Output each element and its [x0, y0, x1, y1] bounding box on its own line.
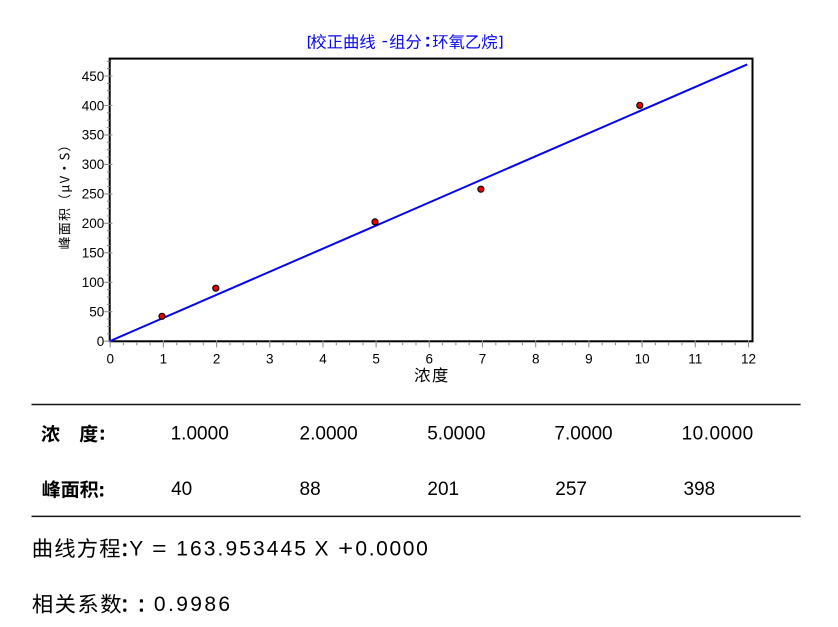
svg-text:163.953445: 163.953445: [176, 538, 306, 561]
svg-text:50: 50: [89, 305, 104, 320]
svg-text:11: 11: [688, 351, 702, 366]
svg-text:=: =: [152, 538, 166, 561]
svg-text:12: 12: [741, 351, 756, 366]
svg-text:88: 88: [300, 479, 321, 500]
svg-text:398: 398: [684, 479, 716, 500]
svg-text:0: 0: [97, 334, 105, 349]
svg-text:0.9986: 0.9986: [154, 593, 230, 616]
svg-text:8: 8: [532, 351, 540, 366]
svg-text:2.0000: 2.0000: [300, 423, 358, 444]
svg-text:0: 0: [106, 351, 114, 366]
svg-text:9: 9: [585, 351, 593, 366]
svg-text:150: 150: [82, 246, 105, 261]
svg-text:2: 2: [213, 351, 221, 366]
svg-text:5.0000: 5.0000: [427, 423, 485, 444]
svg-text:6: 6: [426, 351, 434, 366]
svg-text:450: 450: [82, 69, 105, 84]
svg-text:5: 5: [372, 351, 380, 366]
svg-text:350: 350: [82, 128, 105, 143]
svg-text:1.0000: 1.0000: [171, 423, 229, 444]
svg-text:7.0000: 7.0000: [554, 423, 612, 444]
svg-text:300: 300: [82, 157, 105, 172]
svg-text:201: 201: [427, 479, 459, 500]
svg-text:400: 400: [82, 98, 105, 113]
svg-text:10: 10: [635, 351, 650, 366]
svg-text:0.0000: 0.0000: [355, 538, 427, 561]
svg-text:1: 1: [160, 351, 168, 366]
svg-text:40: 40: [171, 479, 192, 500]
svg-text:+: +: [338, 538, 353, 561]
svg-text:100: 100: [82, 275, 105, 290]
svg-text:10.0000: 10.0000: [682, 423, 754, 444]
svg-text:4: 4: [319, 351, 327, 366]
svg-text:250: 250: [82, 187, 105, 202]
svg-text:257: 257: [555, 479, 587, 500]
svg-text:200: 200: [82, 216, 105, 231]
svg-text:3: 3: [266, 351, 274, 366]
svg-text:Y: Y: [129, 538, 143, 561]
svg-text:X: X: [315, 538, 329, 561]
svg-text:7: 7: [479, 351, 487, 366]
